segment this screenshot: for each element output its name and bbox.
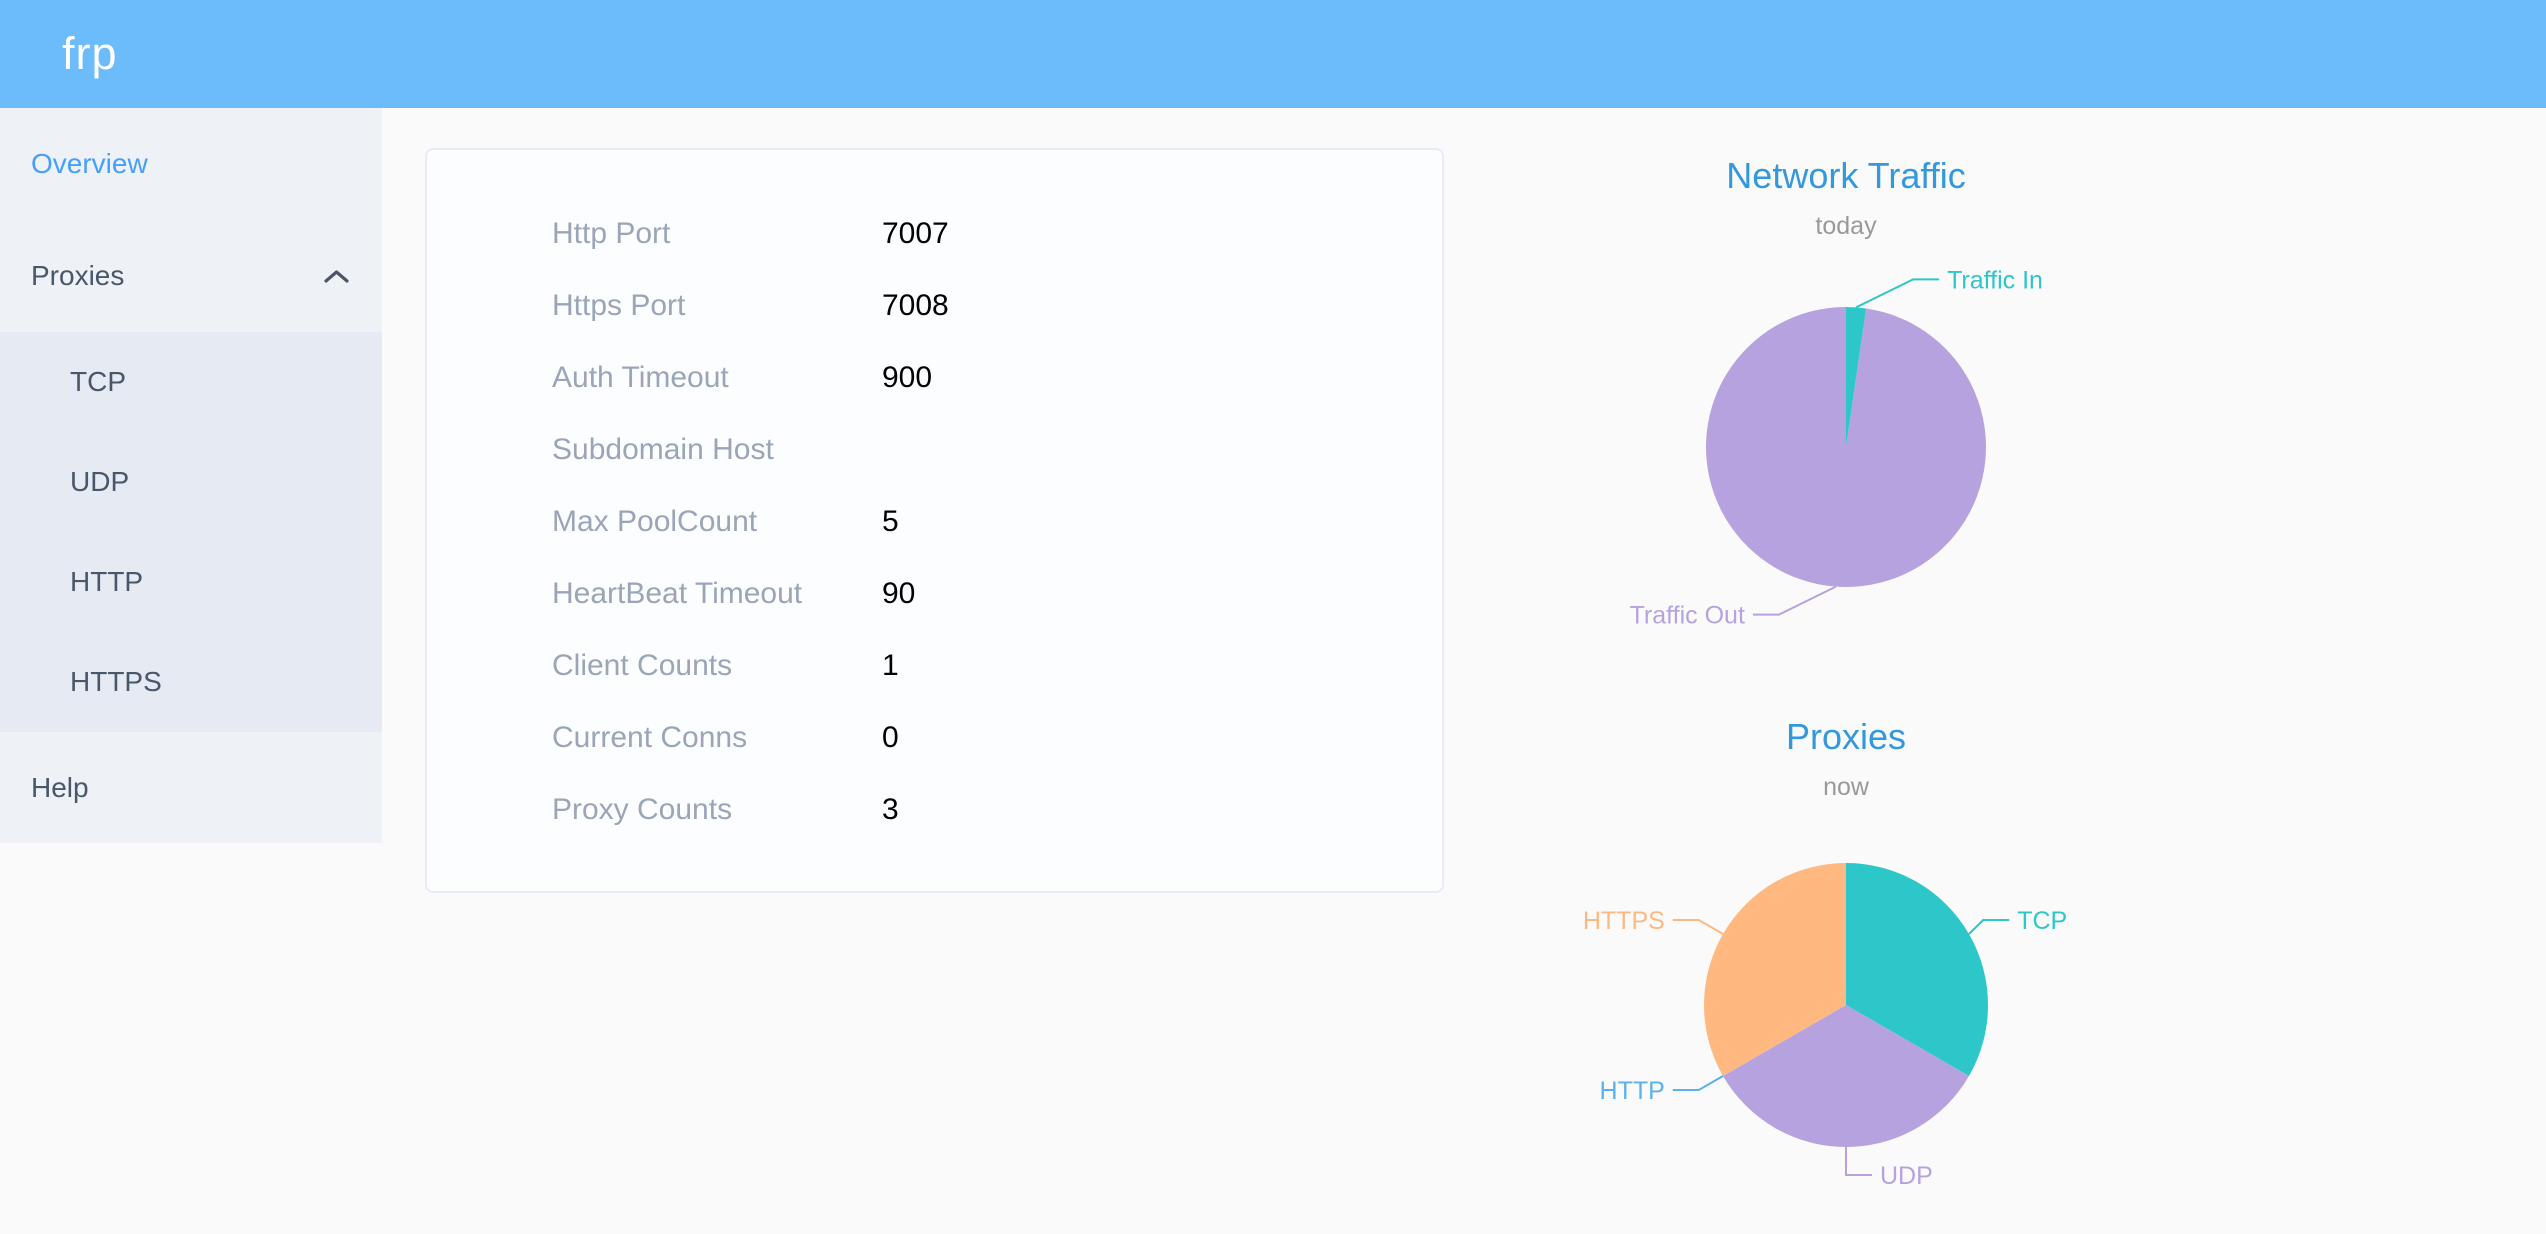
info-row-max-poolcount: Max PoolCount 5 xyxy=(427,486,1442,558)
pie-slice-traffic-out[interactable] xyxy=(1705,307,1986,587)
server-info-card: Http Port 7007 Https Port 7008 Auth Time… xyxy=(425,148,1444,893)
pie-label-traffic-in: Traffic In xyxy=(1947,266,2043,294)
pie-label-line-http xyxy=(1672,1075,1724,1091)
sidebar-item-help[interactable]: Help xyxy=(31,772,89,803)
info-row-client-counts: Client Counts 1 xyxy=(427,630,1442,702)
info-label: Subdomain Host xyxy=(552,433,774,466)
pie-label-line-https xyxy=(1672,919,1724,935)
app-logo: frp xyxy=(62,28,118,79)
info-value: 7008 xyxy=(882,289,949,322)
pie-label-udp: UDP xyxy=(1880,1162,1933,1190)
sidebar-item-proxies[interactable]: Proxies xyxy=(0,220,382,332)
pie-label-https: HTTPS xyxy=(1583,907,1665,935)
pie-label-line-traffic-out xyxy=(1752,585,1837,616)
pie-label-tcp: TCP xyxy=(2017,907,2067,935)
info-value: 1 xyxy=(882,649,899,682)
sidebar-item-tcp[interactable]: TCP xyxy=(70,366,126,397)
info-value: 5 xyxy=(882,505,899,538)
info-label: Auth Timeout xyxy=(552,361,729,394)
info-label: Http Port xyxy=(552,217,671,250)
info-row-https-port: Https Port 7008 xyxy=(427,270,1442,342)
info-row-http-port: Http Port 7007 xyxy=(427,198,1442,270)
proxies-pie-chart[interactable]: TCP UDP HTTP HTTPS xyxy=(1545,810,2147,1230)
pie-slice-udp[interactable] xyxy=(1723,1005,1969,1148)
pie-label-traffic-out: Traffic Out xyxy=(1630,602,1745,630)
sidebar-item-proxies-label: Proxies xyxy=(31,260,125,291)
info-value: 900 xyxy=(882,361,933,394)
info-label: Max PoolCount xyxy=(552,505,758,538)
info-row-auth-timeout: Auth Timeout 900 xyxy=(427,342,1442,414)
info-value: 7007 xyxy=(882,217,949,250)
network-traffic-chart-subtitle: today xyxy=(1815,212,1877,240)
proxies-chart-title: Proxies xyxy=(1785,716,1907,757)
info-value: 3 xyxy=(882,793,899,826)
sidebar-item-overview[interactable]: Overview xyxy=(31,148,148,179)
info-label: Https Port xyxy=(552,289,686,322)
network-traffic-pie-chart[interactable]: Traffic In Traffic Out xyxy=(1545,250,2147,650)
sidebar: Overview Proxies TCP UDP HTTP HTTPS Help xyxy=(0,108,382,843)
sidebar-item-https[interactable]: HTTPS xyxy=(70,666,162,697)
network-traffic-chart-title: Network Traffic xyxy=(1726,155,1966,196)
chevron-up-icon xyxy=(323,220,350,332)
info-label: Current Conns xyxy=(552,721,748,754)
pie-slice-traffic-in[interactable] xyxy=(1846,307,1867,447)
pie-label-http: HTTP xyxy=(1600,1077,1665,1105)
sidebar-item-http[interactable]: HTTP xyxy=(70,566,144,597)
info-value: 90 xyxy=(882,577,916,610)
pie-label-line-tcp xyxy=(1968,919,2010,935)
pie-label-line-traffic-in xyxy=(1855,278,1940,309)
info-row-heartbeat-timeout: HeartBeat Timeout 90 xyxy=(427,558,1442,630)
proxies-submenu: TCP UDP HTTP HTTPS xyxy=(0,332,382,732)
info-label: Proxy Counts xyxy=(552,793,733,826)
info-row-subdomain-host: Subdomain Host xyxy=(427,414,1442,486)
app-header: frp xyxy=(0,0,2546,108)
pie-slice-https[interactable] xyxy=(1703,863,1846,1076)
pie-label-line-udp xyxy=(1845,1147,1872,1176)
info-label: HeartBeat Timeout xyxy=(552,577,803,610)
info-row-proxy-counts: Proxy Counts 3 xyxy=(427,774,1442,846)
proxies-chart-subtitle: now xyxy=(1823,773,1869,801)
info-label: Client Counts xyxy=(552,649,733,682)
info-value: 0 xyxy=(882,721,899,754)
pie-slice-tcp[interactable] xyxy=(1846,863,1989,1076)
info-row-current-conns: Current Conns 0 xyxy=(427,702,1442,774)
sidebar-item-udp[interactable]: UDP xyxy=(70,466,130,497)
